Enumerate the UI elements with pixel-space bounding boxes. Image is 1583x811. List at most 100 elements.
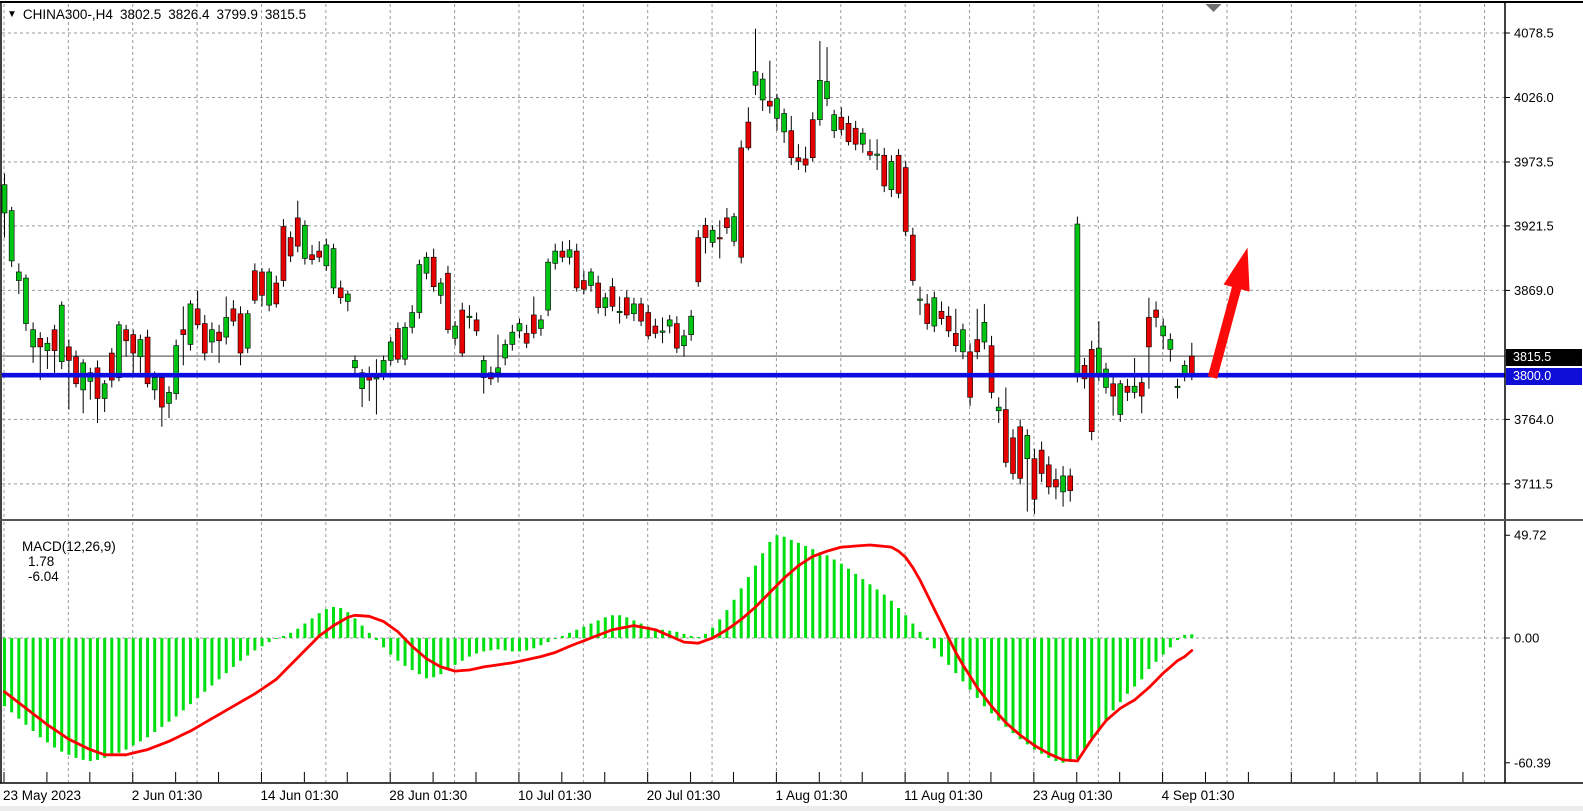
candle-body [452, 325, 458, 339]
time-axis-label: 23 May 2023 [3, 788, 81, 803]
candle-body [995, 406, 1002, 412]
candle-body [1038, 449, 1045, 474]
candle-body [259, 271, 265, 296]
candle-body [831, 114, 837, 131]
candle-body [1017, 426, 1023, 479]
candle-body [1024, 435, 1031, 460]
candle-body [151, 377, 158, 391]
candle-body [166, 392, 172, 404]
trend-arrow-head[interactable] [1223, 247, 1250, 292]
candle-body [974, 339, 981, 353]
candle-body [709, 229, 716, 243]
candle-body [137, 339, 144, 358]
window-bottom-edge [0, 806, 1583, 811]
trend-arrow-shaft[interactable] [1207, 281, 1243, 379]
candle-body [731, 216, 737, 242]
candle-body [1045, 464, 1052, 488]
candle-body [402, 326, 408, 360]
candle-body [159, 377, 165, 408]
candle-body [37, 338, 44, 348]
candle-body [652, 325, 659, 334]
candle-body [1010, 437, 1016, 474]
candle-body [988, 345, 995, 393]
symbol-dropdown-icon[interactable]: ▼ [7, 8, 17, 20]
candle-body [523, 333, 530, 344]
candle-body [237, 313, 244, 354]
indicator-name: MACD(12,26,9) [22, 539, 116, 554]
candle-body [266, 271, 272, 306]
candle-body [788, 130, 795, 159]
macd-axis-label: 49.72 [1514, 528, 1547, 543]
candle-body [23, 277, 29, 324]
candle-body [1138, 382, 1145, 397]
candle-body [1067, 475, 1074, 491]
candle-body [867, 151, 873, 156]
candle-body [1160, 325, 1167, 337]
candle-body [1153, 309, 1159, 318]
candle-body [938, 310, 945, 319]
candle-body [945, 315, 952, 332]
candle-body [101, 383, 108, 399]
candle-body [895, 154, 902, 194]
candle-body [108, 352, 115, 381]
ohlc-open: 3802.5 [119, 7, 162, 22]
candle-body [273, 282, 280, 305]
candle-body [309, 254, 315, 260]
indicator-signal-value: -6.04 [28, 569, 59, 584]
candle-body [609, 286, 616, 307]
candle-body [30, 329, 36, 348]
candle-body [1131, 385, 1138, 393]
candle-body [430, 256, 437, 288]
candle-body [51, 329, 58, 351]
candle-body [473, 319, 480, 332]
candle-body [924, 303, 930, 324]
candle-body [459, 309, 466, 354]
candle-body [373, 377, 380, 380]
candle-body [645, 312, 652, 337]
candle-body [659, 330, 666, 333]
candle-body [8, 210, 15, 262]
candle-body [1060, 475, 1066, 493]
candle-body [752, 71, 759, 86]
candle-body [674, 323, 680, 349]
candle-body [638, 303, 644, 322]
candle-body [881, 154, 888, 187]
hline-price-badge: 3800.0 [1506, 368, 1582, 385]
candle-body [173, 345, 179, 394]
candle-body [581, 280, 587, 290]
candle-body [767, 100, 773, 107]
candle-body [330, 248, 337, 289]
candle-body [702, 224, 709, 238]
candle-body [44, 342, 51, 351]
time-axis-label: 1 Aug 01:30 [775, 788, 847, 803]
candle-body [123, 329, 129, 342]
candle-body [1003, 409, 1009, 463]
candle-body [294, 217, 301, 247]
candle-body [566, 249, 573, 258]
candle-body [409, 312, 415, 328]
candle-body [480, 360, 487, 378]
candle-body [1081, 365, 1088, 380]
candle-body [602, 297, 609, 308]
candle-body [58, 304, 65, 362]
shift-marker-icon [1205, 4, 1222, 12]
candle-body [631, 303, 637, 315]
price-axis-label: 3921.5 [1514, 218, 1554, 233]
candle-body [116, 324, 122, 378]
candle-body [252, 270, 258, 301]
candle-body [530, 314, 537, 334]
candle-body [795, 157, 802, 162]
candle-body [874, 153, 880, 156]
candle-body [387, 341, 394, 361]
candle-body [960, 329, 966, 353]
candle-body [809, 119, 816, 159]
candle-body [681, 335, 687, 346]
time-axis-label: 14 Jun 01:30 [260, 788, 338, 803]
candle-body [223, 317, 230, 338]
candle-body [952, 333, 959, 346]
candle-body [194, 308, 201, 326]
candle-body [244, 313, 251, 349]
symbol-period-label: CHINA300-,H4 [22, 7, 113, 22]
candle-body [738, 147, 745, 258]
candle-body [445, 272, 451, 331]
